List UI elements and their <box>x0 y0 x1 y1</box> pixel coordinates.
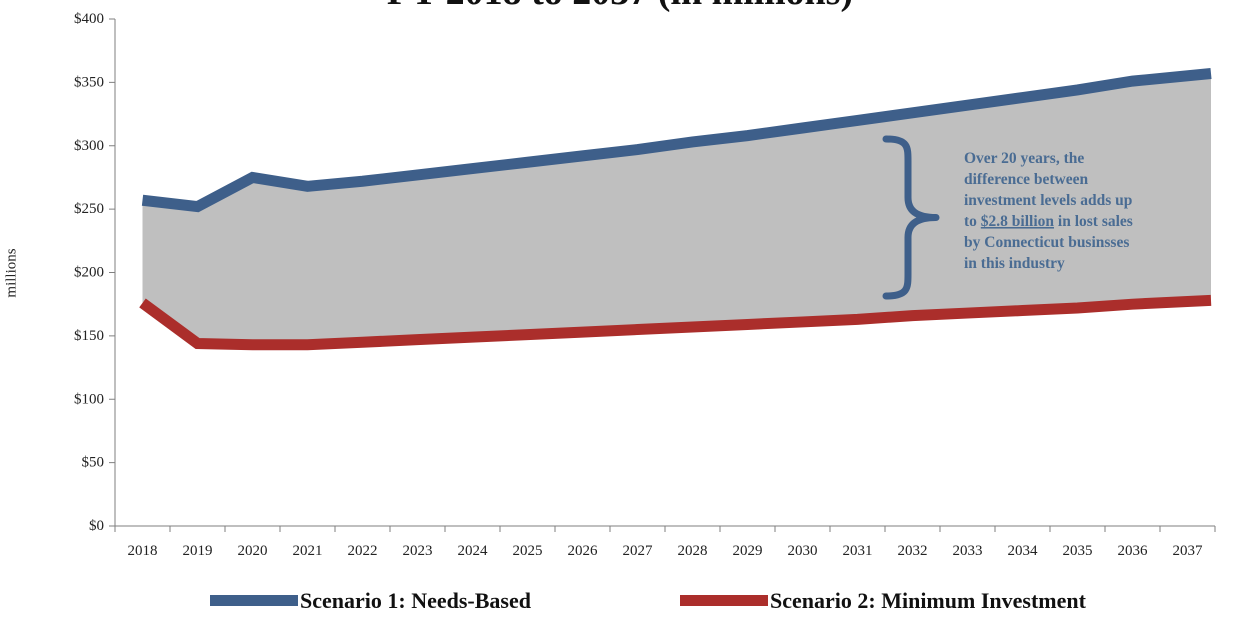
x-tick-label: 2028 <box>678 543 708 559</box>
annotation-line: to $2.8 billion in lost sales <box>964 213 1133 230</box>
chart-title: FY 2018 to 2037 (in millions) <box>387 0 853 13</box>
series-line-minimum-investment <box>139 294 1212 351</box>
y-tick-label: $0 <box>89 518 104 534</box>
annotation-text: by Connecticut businsses <box>964 234 1129 251</box>
x-tick-label: 2027 <box>623 543 654 559</box>
y-tick-label: $300 <box>74 138 104 154</box>
x-tick-label: 2031 <box>843 543 873 559</box>
y-axis-label: millions <box>3 248 19 297</box>
y-tick-label: $100 <box>74 391 104 407</box>
x-tick-label: 2024 <box>458 543 489 559</box>
x-tick-label: 2032 <box>898 543 928 559</box>
annotation-line: in this industry <box>964 255 1065 272</box>
series-line-needs-based <box>141 68 1212 213</box>
x-tick-label: 2033 <box>953 543 983 559</box>
x-tick-label: 2025 <box>513 543 543 559</box>
y-tick-label: $200 <box>74 265 104 281</box>
x-tick-label: 2022 <box>348 543 378 559</box>
y-tick-label: $250 <box>74 201 104 217</box>
difference-band-area <box>142 73 1211 345</box>
annotation-line: Over 20 years, the <box>964 150 1084 167</box>
annotation-text: to <box>964 213 981 230</box>
legend-minimum-investment-label: Scenario 2: Minimum Investment <box>770 588 1087 613</box>
curly-brace <box>882 135 940 300</box>
x-tick-label: 2030 <box>788 543 818 559</box>
x-tick-label: 2020 <box>238 543 268 559</box>
x-tick-label: 2034 <box>1008 543 1039 559</box>
x-tick-label: 2036 <box>1118 543 1149 559</box>
legend-needs-based-label: Scenario 1: Needs-Based <box>300 588 531 613</box>
annotation-line: investment levels adds up <box>964 192 1132 209</box>
series-lines <box>139 68 1212 351</box>
x-tick-label: 2021 <box>293 543 323 559</box>
x-tick-label: 2023 <box>403 543 433 559</box>
x-tick-label: 2029 <box>733 543 763 559</box>
x-tick-label: 2037 <box>1173 543 1204 559</box>
annotation-line: by Connecticut businsses <box>964 234 1129 251</box>
x-tick-label: 2018 <box>128 543 158 559</box>
annotation-text: Over 20 years, the <box>964 150 1084 167</box>
difference-band <box>142 73 1211 345</box>
annotation-text: difference between <box>964 171 1088 188</box>
annotation-line: difference between <box>964 171 1088 188</box>
annotation-text: in this industry <box>964 255 1065 272</box>
y-tick-label: $400 <box>74 11 104 27</box>
annotation-text: in lost sales <box>1054 213 1133 230</box>
annotation: Over 20 years, the difference between inve… <box>882 135 1133 300</box>
x-tick-label: 2019 <box>183 543 213 559</box>
x-tick-label: 2026 <box>568 543 599 559</box>
y-tick-label: $150 <box>74 328 104 344</box>
annotation-text: $2.8 billion <box>981 213 1055 230</box>
y-tick-label: $350 <box>74 74 104 90</box>
axes: $0 $50 $100 $150 $200 $250 $300 $350 $400 2018 201… <box>74 11 1216 559</box>
x-tick-label: 2035 <box>1063 543 1093 559</box>
annotation-text: investment levels adds up <box>964 192 1132 209</box>
legend-needs-based-swatch <box>210 595 298 606</box>
legend-minimum-investment-swatch <box>680 595 768 606</box>
legend: Scenario 1: Needs-Based Scenario 2: Minim… <box>210 588 1087 613</box>
y-tick-label: $50 <box>82 455 105 471</box>
